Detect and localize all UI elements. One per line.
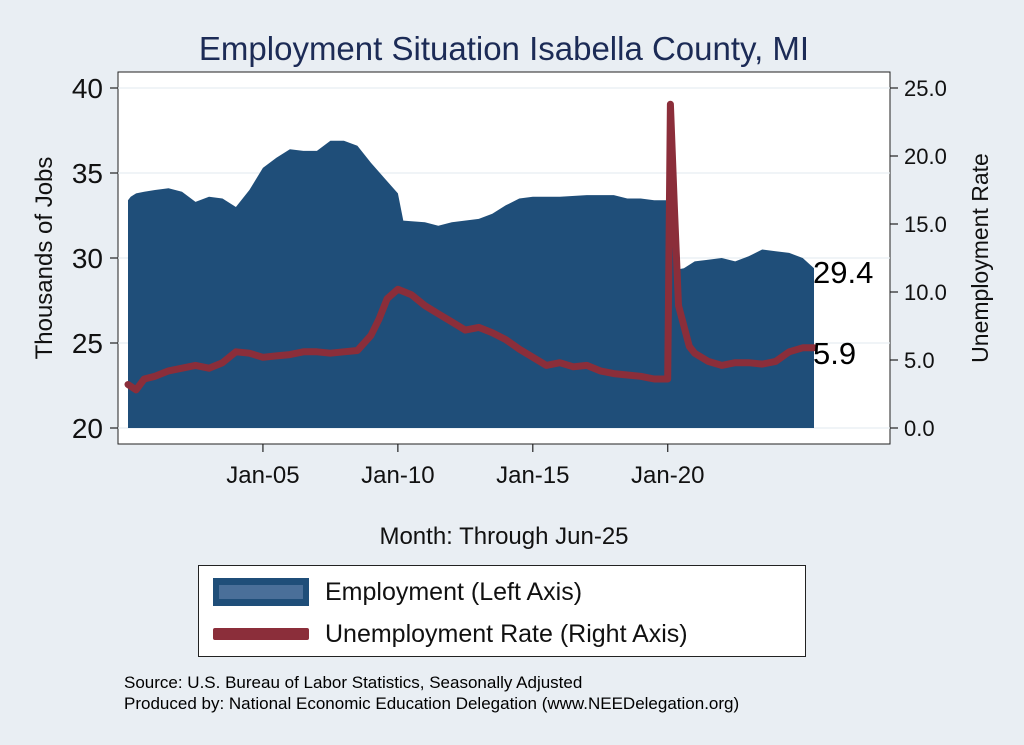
x-tick-label: Jan-15	[496, 462, 569, 489]
employment-end-label: 29.4	[813, 255, 873, 290]
left-tick-label: 35	[72, 158, 103, 189]
left-axis-label: Thousands of Jobs	[31, 157, 58, 360]
produced-line: Produced by: National Economic Education…	[124, 694, 740, 713]
chart-title: Employment Situation Isabella County, MI	[199, 30, 809, 67]
x-axis-label: Month: Through Jun-25	[379, 523, 628, 550]
right-tick-label: 10.0	[904, 280, 947, 305]
legend-label-employment: Employment (Left Axis)	[325, 577, 583, 606]
left-tick-label: 25	[72, 328, 103, 359]
x-axis: Jan-05 Jan-10 Jan-15 Jan-20	[226, 444, 704, 489]
left-axis: 20 25 30 35 40	[72, 73, 118, 444]
source-note: Source: U.S. Bureau of Labor Statistics,…	[124, 672, 739, 714]
legend: Employment (Left Axis) Unemployment Rate…	[198, 565, 806, 657]
x-tick-label: Jan-20	[631, 462, 704, 489]
source-line: Source: U.S. Bureau of Labor Statistics,…	[124, 673, 583, 692]
right-axis-label: Unemployment Rate	[967, 153, 993, 363]
right-tick-label: 25.0	[904, 76, 947, 101]
unemployment-swatch	[213, 628, 309, 640]
right-tick-label: 15.0	[904, 212, 947, 237]
left-tick-label: 20	[72, 413, 103, 444]
employment-swatch	[213, 578, 309, 606]
chart: 20 25 30 35 40 0.0 5.0 10.0 15.0 20.0 25.0 Jan-05…	[31, 30, 993, 550]
x-tick-label: Jan-10	[361, 462, 434, 489]
right-tick-label: 0.0	[904, 416, 935, 441]
legend-item-employment: Employment (Left Axis)	[213, 574, 582, 610]
x-tick-label: Jan-05	[226, 462, 299, 489]
left-tick-label: 40	[72, 73, 103, 104]
right-axis: 0.0 5.0 10.0 15.0 20.0 25.0	[890, 76, 947, 441]
right-tick-label: 5.0	[904, 348, 935, 373]
legend-item-unemployment: Unemployment Rate (Right Axis)	[213, 616, 688, 652]
unemployment-line	[124, 100, 818, 394]
unemployment-end-label: 5.9	[813, 336, 856, 371]
legend-label-unemployment: Unemployment Rate (Right Axis)	[325, 619, 688, 648]
right-tick-label: 20.0	[904, 144, 947, 169]
left-tick-label: 30	[72, 243, 103, 274]
